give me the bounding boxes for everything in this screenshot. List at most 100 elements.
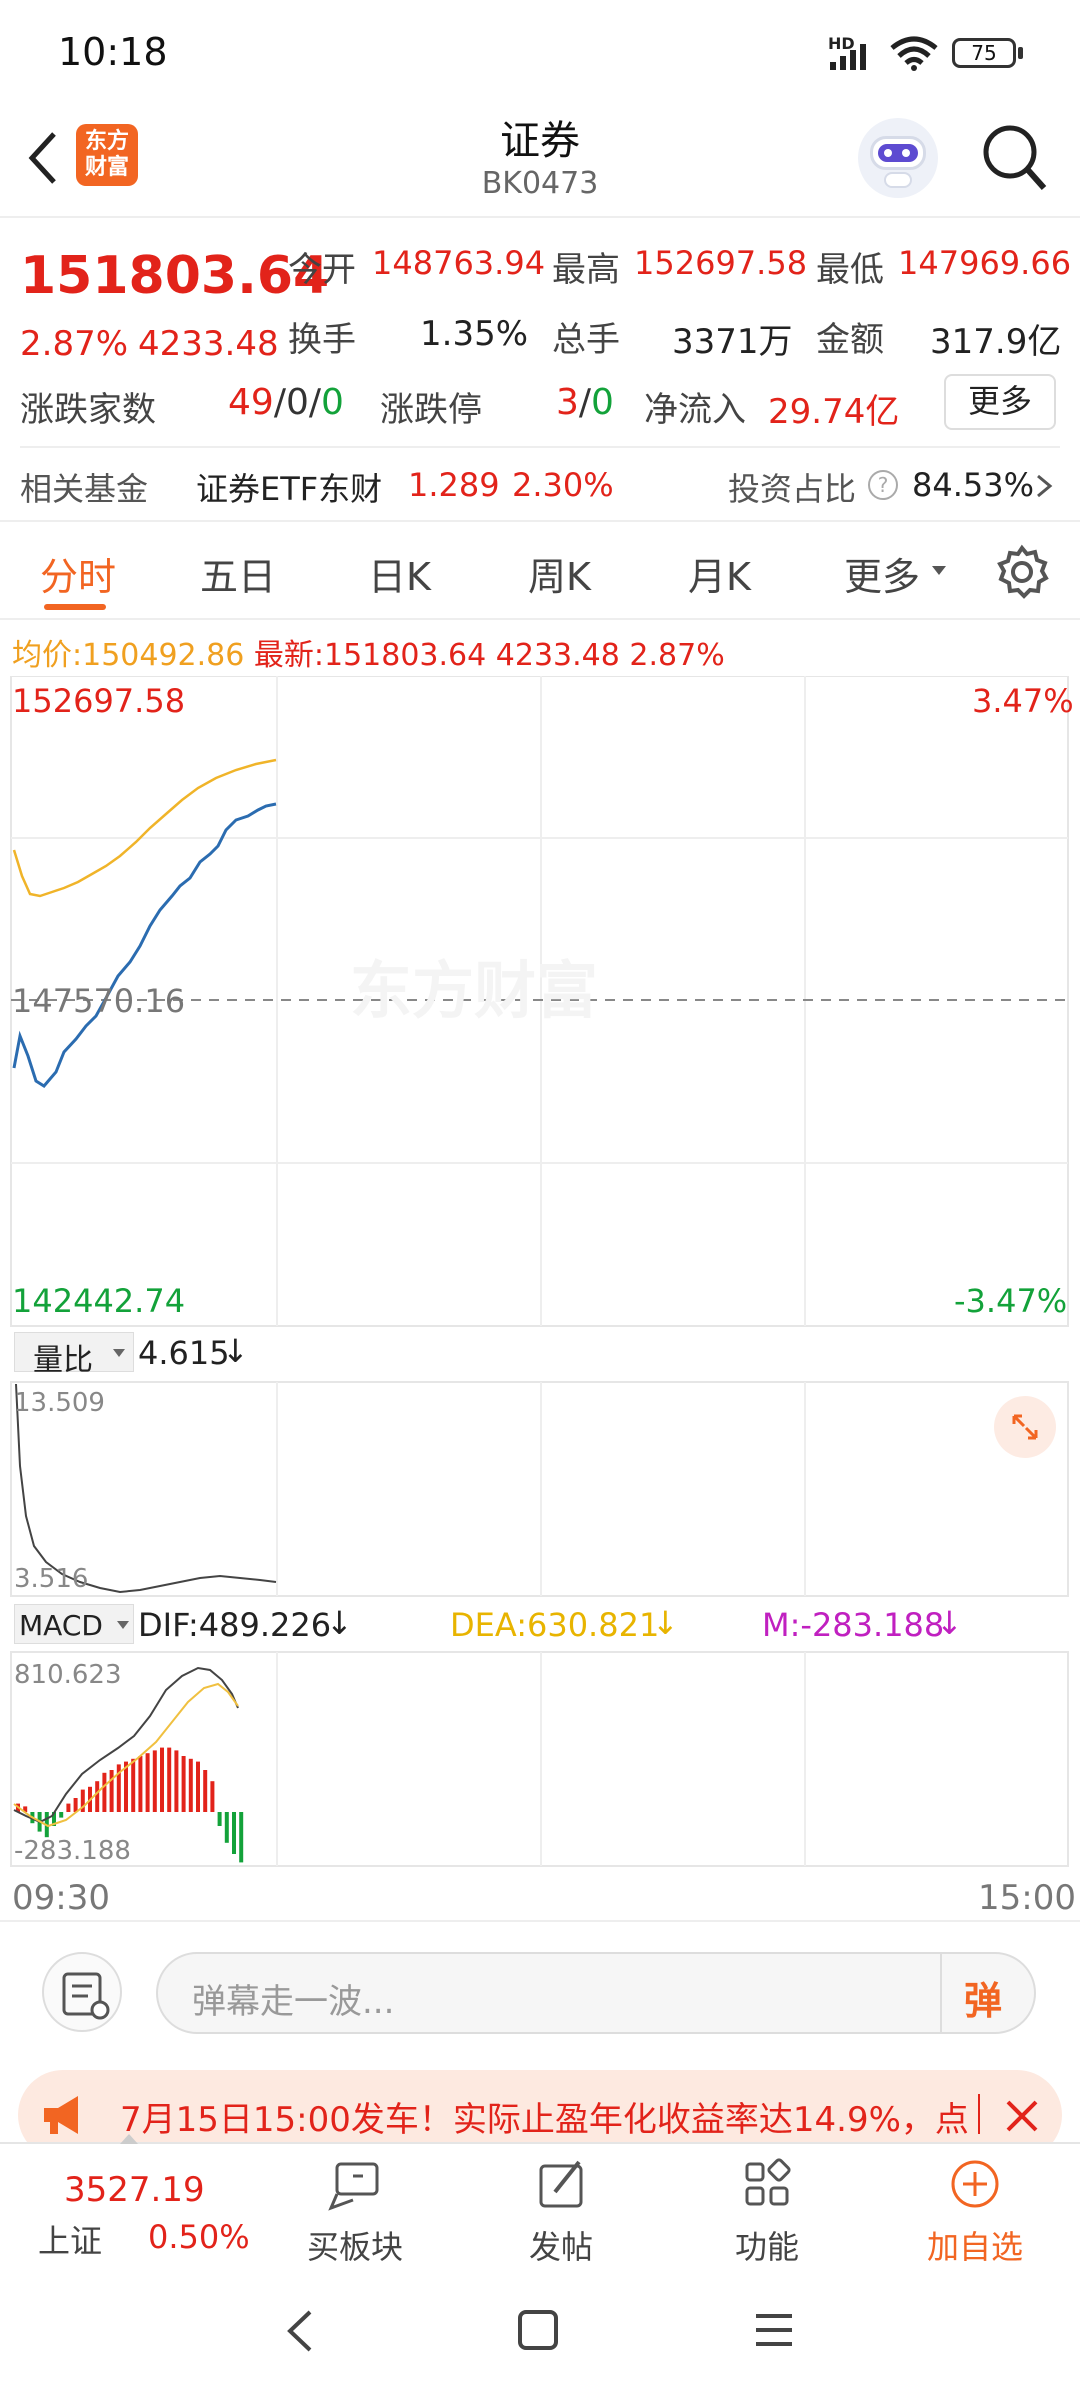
latest-change: 4233.48 xyxy=(495,638,620,673)
macd-bar xyxy=(217,1812,222,1826)
search-icon[interactable] xyxy=(980,120,1050,196)
dea-arrow: ↓ xyxy=(652,1604,679,1642)
volume-ratio-selector[interactable]: 量比 xyxy=(14,1332,134,1378)
open-label: 今开 xyxy=(288,250,356,290)
banner-text: 7月15日15:00发车！实际止盈年化收益率达14.9%，点 xyxy=(120,2100,969,2140)
add-watchlist-button[interactable]: 加自选 xyxy=(900,2154,1050,2268)
post-button[interactable]: 发帖 xyxy=(486,2154,636,2268)
volume-ratio-frame xyxy=(10,1381,1069,1597)
tab-weekly-k[interactable]: 周K xyxy=(528,555,591,599)
time-axis-start: 09:30 xyxy=(12,1878,110,1918)
buy-block-icon xyxy=(328,2162,379,2211)
time-axis-end: 15:00 xyxy=(978,1878,1076,1918)
logo-text-1: 东方 xyxy=(84,129,129,154)
function-button[interactable]: 功能 xyxy=(692,2154,842,2268)
divider xyxy=(20,446,1060,448)
fund-name[interactable]: 证券ETF东财 xyxy=(196,470,383,508)
limit-counts: 3/0 xyxy=(556,382,614,423)
tab-monthly-k[interactable]: 月K xyxy=(688,555,751,599)
tab-more[interactable]: 更多 xyxy=(844,555,921,599)
more-button[interactable]: 更多 xyxy=(944,374,1056,430)
macd-bar xyxy=(239,1812,244,1863)
tab-five-day[interactable]: 五日 xyxy=(200,555,277,599)
chart-info-line: 均价:150492.86 最新:151803.64 4233.48 2.87% xyxy=(12,630,725,674)
add-watchlist-label: 加自选 xyxy=(926,2228,1023,2266)
app-logo[interactable]: 东方 财富 xyxy=(76,124,138,186)
macd-bar xyxy=(109,1770,114,1812)
battery-icon: 75 xyxy=(952,38,1016,68)
macd-dropdown-icon xyxy=(117,1621,129,1629)
macd-bar xyxy=(160,1747,164,1812)
comment-list-button[interactable] xyxy=(42,1952,122,2032)
fund-percent: 2.30% xyxy=(512,466,614,504)
index-name: 上证 xyxy=(38,2222,103,2260)
updown-counts: 49/0/0 xyxy=(228,382,344,423)
macd-histogram xyxy=(16,1747,244,1863)
low-label: 最低 xyxy=(816,250,884,290)
macd-bar xyxy=(116,1764,121,1812)
logo-text-2: 财富 xyxy=(84,155,129,180)
high-value: 152697.58 xyxy=(634,244,808,282)
down-count: 0 xyxy=(321,382,344,423)
dropdown-arrow-icon[interactable] xyxy=(930,564,948,578)
macd-bar xyxy=(95,1781,100,1812)
macd-label: MACD xyxy=(19,1609,103,1642)
input-divider xyxy=(940,1954,942,2034)
post-label: 发帖 xyxy=(528,2228,593,2266)
tab-intraday[interactable]: 分时 xyxy=(40,555,117,599)
volume-ratio-line xyxy=(15,1383,277,1594)
period-tabs: 分时 五日 日K 周K 月K 更多 xyxy=(0,520,1080,620)
volume-ratio-max: 13.509 xyxy=(14,1388,105,1418)
macd-bar xyxy=(174,1750,179,1812)
inflow-label: 净流入 xyxy=(644,390,746,430)
active-tab-indicator xyxy=(44,604,106,610)
danmu-input[interactable]: 弹幕走一波... 弹 xyxy=(156,1952,1036,2034)
latest-value: 151803.64 xyxy=(324,638,487,673)
chevron-right-icon[interactable] xyxy=(1034,472,1054,500)
sys-home-icon[interactable] xyxy=(516,2308,562,2354)
status-time: 10:18 xyxy=(58,30,168,74)
limit-label: 涨跌停 xyxy=(380,390,482,430)
macd-bar xyxy=(66,1803,71,1812)
macd-selector[interactable]: MACD xyxy=(14,1604,134,1644)
index-ticker[interactable]: 3527.19 上证 0.50% xyxy=(20,2150,260,2260)
settings-gear-icon[interactable] xyxy=(994,544,1050,600)
macd-bar xyxy=(167,1747,172,1812)
macd-bar xyxy=(131,1758,136,1812)
battery-tip xyxy=(1018,47,1023,59)
macd-bar xyxy=(80,1789,85,1812)
macd-bar xyxy=(102,1772,107,1812)
back-icon[interactable] xyxy=(20,128,64,188)
up-count: 49 xyxy=(228,382,274,423)
change-percent: 2.87% xyxy=(20,324,129,364)
limit-down-count: 0 xyxy=(591,382,614,423)
fund-label: 相关基金 xyxy=(20,470,149,508)
current-price: 151803.64 xyxy=(20,246,330,306)
expand-icon[interactable] xyxy=(994,1396,1056,1458)
macd-bar xyxy=(59,1812,64,1818)
volume-ratio-arrow: ↓ xyxy=(222,1332,249,1370)
close-icon[interactable] xyxy=(1002,2096,1042,2136)
battery-level: 75 xyxy=(971,41,997,65)
price-chart-svg xyxy=(10,676,1069,1867)
m-arrow: ↓ xyxy=(936,1604,963,1642)
robot-assistant-icon[interactable] xyxy=(858,118,938,198)
index-percent: 0.50% xyxy=(148,2218,250,2256)
buy-block-label: 买板块 xyxy=(306,2228,403,2266)
tab-daily-k[interactable]: 日K xyxy=(368,555,431,599)
bottom-toolbar: 3527.19 上证 0.50% 买板块 发帖 功能 加自选 xyxy=(0,2134,1080,2266)
prev-close-label: 147570.16 xyxy=(12,982,186,1020)
comment-bar: 弹幕走一波... 弹 xyxy=(0,1920,1080,2050)
dif-line xyxy=(13,1666,239,1824)
danmu-toggle-icon[interactable]: 弹 xyxy=(964,1979,1003,2023)
volume-value: 3371万 xyxy=(672,322,793,362)
sys-back-icon[interactable] xyxy=(280,2306,320,2356)
ratio-value[interactable]: 84.53% xyxy=(912,466,1035,504)
buy-block-button[interactable]: 买板块 xyxy=(280,2154,430,2268)
help-icon[interactable]: ? xyxy=(868,470,898,500)
macd-bar xyxy=(196,1761,200,1812)
chart-low-percent: -3.47% xyxy=(954,1282,1068,1320)
turnover-value: 1.35% xyxy=(420,314,529,354)
signal-icon xyxy=(830,44,866,70)
sys-menu-icon[interactable] xyxy=(752,2310,796,2354)
